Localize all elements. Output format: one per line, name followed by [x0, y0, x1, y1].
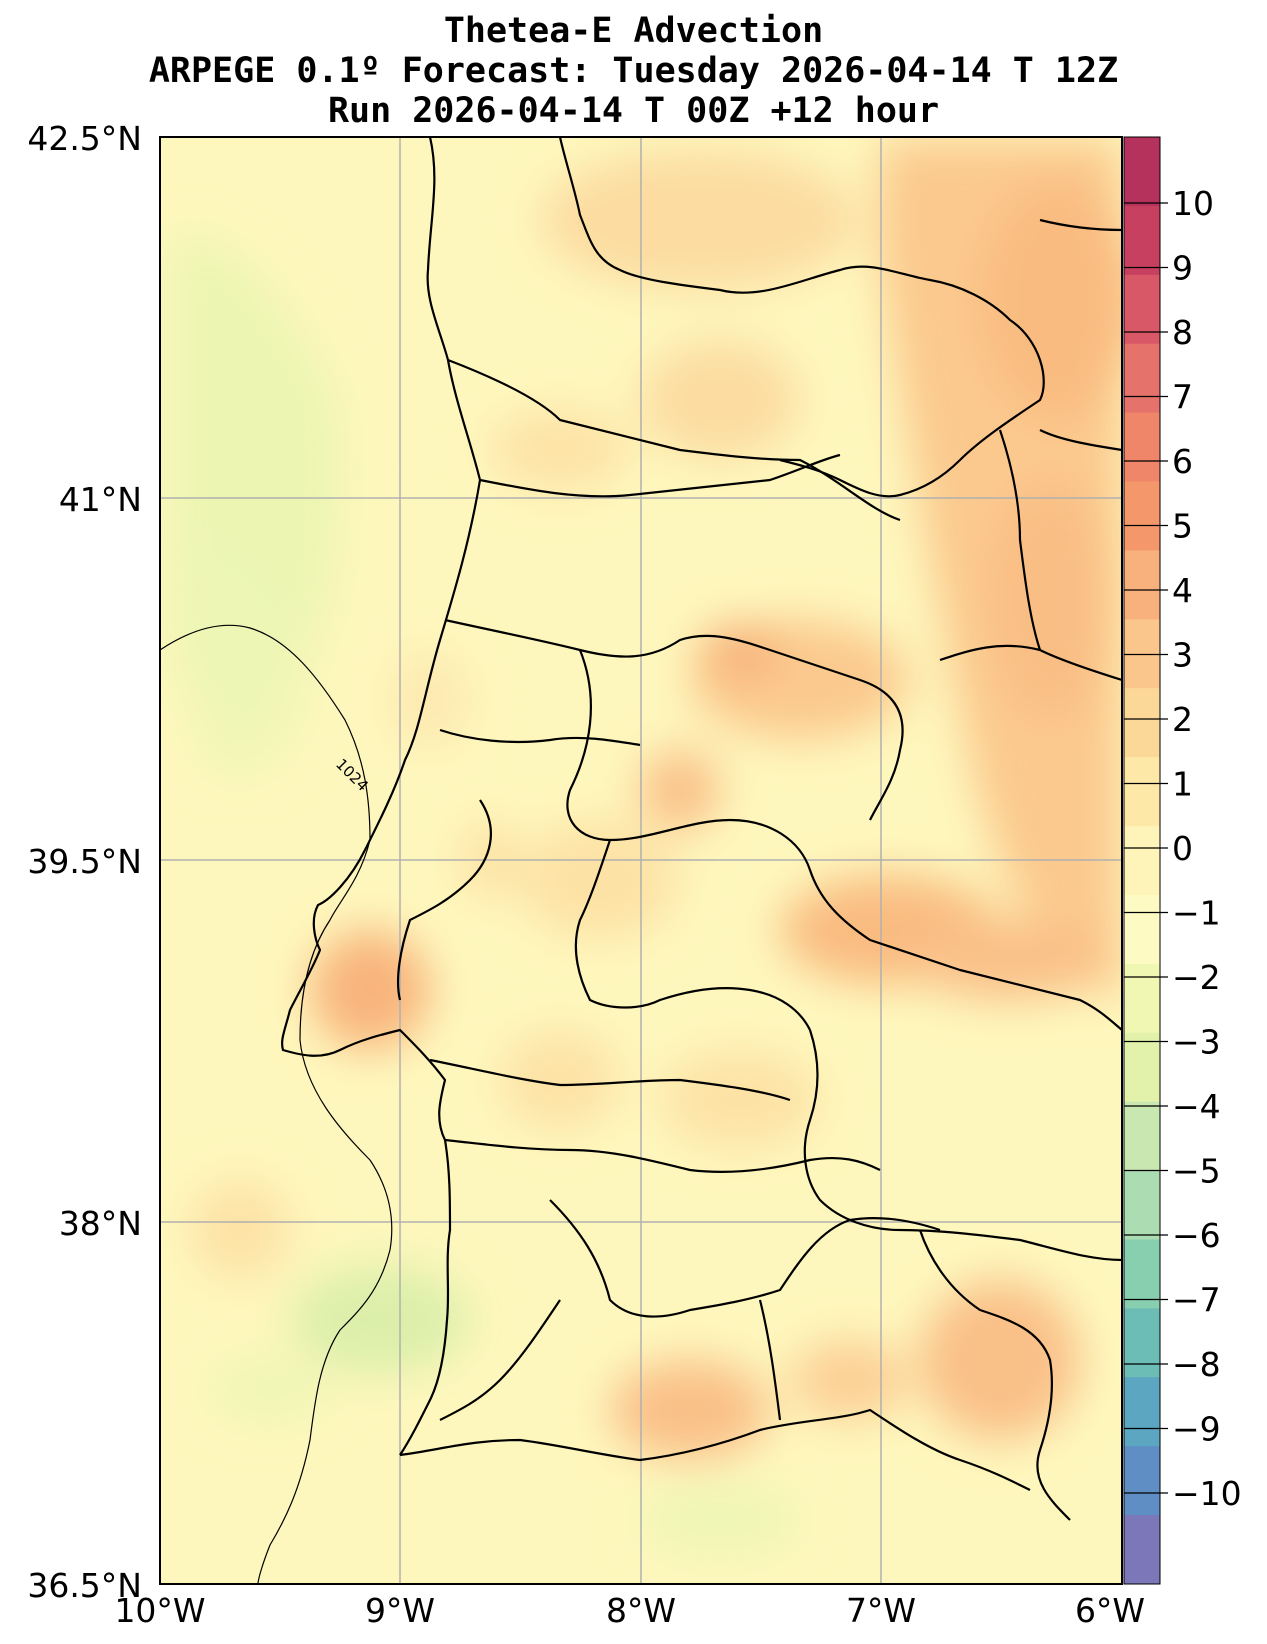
colorbar-swatch	[1124, 826, 1160, 896]
colorbar-label: −4	[1172, 1087, 1221, 1126]
colorbar-label: −7	[1172, 1281, 1221, 1320]
colorbar-swatch	[1124, 963, 1160, 1034]
grid-lines	[160, 137, 1122, 1584]
colorbar-label: −5	[1172, 1152, 1221, 1191]
lon-label: 9°W	[365, 1591, 435, 1630]
colorbar-swatch	[1124, 1239, 1160, 1309]
colorbar-swatch	[1124, 137, 1160, 207]
colorbar-label: 1	[1172, 765, 1193, 804]
colorbar-swatch	[1124, 481, 1160, 551]
lon-label: 8°W	[606, 1591, 676, 1630]
plot-frame	[159, 136, 1123, 1585]
lat-label: 38°N	[59, 1204, 142, 1243]
lon-label: 7°W	[846, 1591, 916, 1630]
colorbar-swatch	[1124, 1446, 1160, 1516]
colorbar-swatch	[1124, 1308, 1160, 1378]
lat-label: 41°N	[59, 480, 142, 519]
latitude-labels: 42.5°N 41°N 39.5°N 38°N 36.5°N	[27, 119, 142, 1605]
colorbar-label: −10	[1172, 1474, 1242, 1513]
isobar-1024	[160, 624, 393, 1584]
colorbar-swatch	[1124, 343, 1160, 414]
lat-label: 42.5°N	[27, 119, 142, 158]
colorbar-swatch	[1124, 1377, 1160, 1447]
colorbar-swatch	[1124, 1101, 1160, 1172]
colorbar-swatch	[1124, 550, 1160, 620]
lon-label: 6°W	[1075, 1591, 1145, 1630]
colorbar-swatch	[1124, 1515, 1160, 1585]
advection-field: 1024	[160, 137, 1122, 1584]
lat-label: 39.5°N	[27, 842, 142, 881]
colorbar-label: 3	[1172, 636, 1193, 675]
colorbar-label: 4	[1172, 571, 1193, 610]
longitude-labels: 10°W 9°W 8°W 7°W 6°W	[114, 1591, 1145, 1630]
colorbar-label: 6	[1172, 442, 1193, 481]
colorbar-label: 5	[1172, 507, 1193, 546]
colorbar-label: −9	[1172, 1410, 1221, 1449]
map-title-line1: Thetea-E Advection	[443, 11, 824, 51]
colorbar-swatch	[1124, 894, 1160, 965]
map-title-line2: ARPEGE 0.1º Forecast: Tuesday 2026-04-14…	[148, 51, 1119, 91]
colorbar-swatch	[1124, 1170, 1160, 1240]
colorbar-label: 0	[1172, 829, 1193, 868]
lat-label: 36.5°N	[27, 1566, 142, 1605]
lon-label: 10°W	[114, 1591, 205, 1630]
map-title-line3: Run 2026-04-14 T 00Z +12 hour	[327, 91, 940, 131]
colorbar-swatch	[1124, 688, 1160, 758]
colorbar-label: −8	[1172, 1345, 1221, 1384]
colorbar-label: 8	[1172, 313, 1193, 352]
colorbar-swatch	[1124, 205, 1160, 276]
colorbar-label: −6	[1172, 1216, 1221, 1255]
colorbar-swatch	[1124, 1032, 1160, 1103]
colorbar-label: −1	[1172, 894, 1221, 933]
colorbar-swatch	[1124, 412, 1160, 483]
colorbar-label: 2	[1172, 700, 1193, 739]
coastline-borders	[281, 137, 1122, 1521]
colorbar-frame	[1123, 136, 1161, 1585]
colorbar-label: 9	[1172, 249, 1193, 288]
colorbar-swatch	[1124, 274, 1160, 345]
colorbar-label: 7	[1172, 378, 1193, 417]
colorbar-label: 10	[1172, 184, 1214, 223]
colorbar-swatch	[1124, 757, 1160, 827]
colorbar-label: −2	[1172, 958, 1221, 997]
colorbar-label: −3	[1172, 1023, 1221, 1062]
